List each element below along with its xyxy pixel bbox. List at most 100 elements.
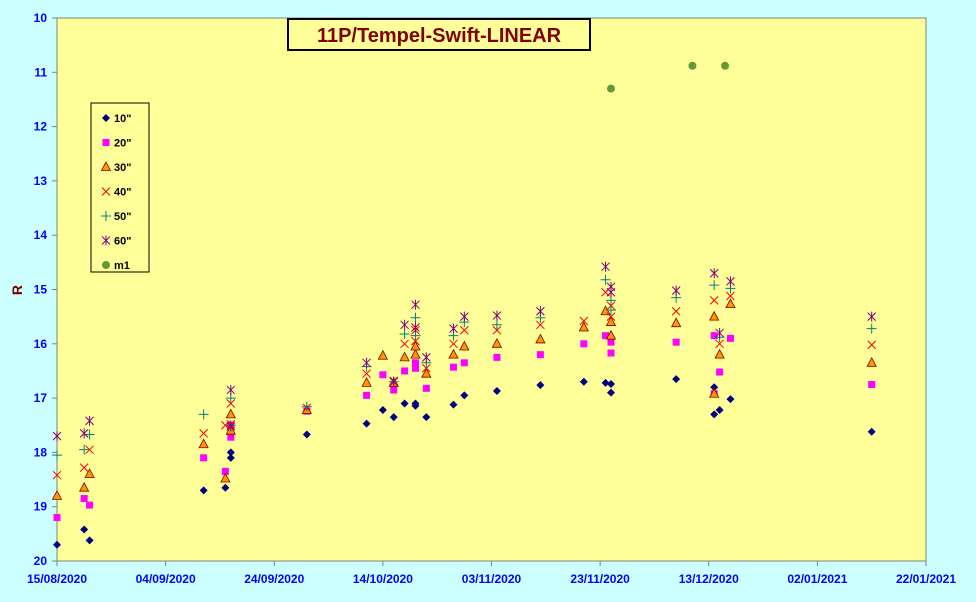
data-point [221, 467, 229, 475]
legend-entry: 20" [102, 138, 131, 150]
legend-box [90, 102, 150, 273]
data-point [460, 391, 469, 400]
data-point [709, 310, 720, 321]
data-point [379, 371, 387, 379]
legend-entry: m1 [102, 260, 130, 272]
data-point [493, 353, 501, 361]
data-point [226, 453, 235, 462]
data-point [709, 268, 719, 279]
y-tick-label: 19 [34, 500, 48, 514]
data-point [52, 450, 62, 461]
data-marks [51, 61, 877, 549]
legend-marker [101, 211, 111, 221]
plot-area [56, 17, 927, 562]
data-point [605, 329, 617, 340]
data-point [79, 428, 89, 439]
data-point [390, 386, 398, 394]
data-point [198, 409, 209, 420]
data-point [411, 322, 420, 333]
data-point [421, 367, 432, 378]
data-point [605, 316, 617, 326]
y-tick-label: 13 [34, 174, 48, 188]
data-point [606, 84, 615, 93]
data-point [672, 375, 681, 384]
data-point [536, 351, 544, 359]
data-point [410, 348, 421, 359]
data-point [84, 429, 95, 440]
data-point [714, 348, 725, 359]
data-point [459, 325, 469, 335]
data-point [377, 349, 389, 360]
data-point [491, 337, 503, 348]
data-point [867, 340, 877, 350]
data-point [86, 501, 94, 509]
data-point [221, 483, 230, 492]
data-point [400, 399, 409, 408]
legend-marker [101, 187, 111, 196]
y-tick-label: 11 [34, 65, 47, 79]
data-point [52, 431, 62, 442]
data-point [536, 320, 545, 330]
data-point [53, 514, 61, 522]
data-point [362, 357, 371, 368]
data-point [411, 299, 420, 310]
data-point [199, 429, 208, 438]
data-point [422, 413, 431, 422]
data-point [449, 400, 458, 409]
data-point [535, 333, 546, 344]
data-point [411, 336, 420, 346]
legend-label: 30" [114, 162, 131, 174]
data-point [220, 472, 231, 483]
y-tick-label: 12 [34, 120, 48, 134]
legend-entry: 50" [101, 211, 131, 223]
data-point [362, 369, 371, 379]
y-tick-label: 10 [34, 11, 48, 25]
data-point [78, 481, 90, 492]
y-tick-label: 16 [34, 337, 48, 351]
data-point [422, 384, 430, 392]
data-point [389, 413, 398, 422]
y-tick-label: 20 [34, 554, 48, 568]
data-point [492, 387, 501, 396]
data-point [84, 468, 95, 479]
data-point [602, 332, 610, 340]
data-point [459, 340, 470, 351]
y-tick-label: 15 [34, 283, 48, 297]
data-point [449, 339, 458, 349]
data-point [362, 419, 371, 428]
data-point [600, 274, 611, 285]
legend-marker [100, 161, 112, 171]
data-point [449, 363, 457, 371]
data-point [606, 312, 616, 322]
legend-entry: 60" [101, 235, 131, 248]
series-6 [606, 61, 730, 93]
data-point [709, 387, 720, 398]
legend-marker [102, 139, 110, 146]
data-point [301, 401, 312, 412]
data-point [460, 359, 468, 367]
legend-label: 20" [114, 138, 131, 150]
legend-label: 50" [114, 211, 131, 223]
data-point [448, 348, 459, 359]
data-point [411, 401, 420, 410]
x-tick-label: 14/10/2020 [353, 572, 413, 586]
axes: 10 11 12 13 14 15 16 17 18 19 20 15/08/2020 04/09/20… [27, 11, 956, 586]
data-point [710, 383, 719, 392]
data-point [671, 285, 681, 296]
data-point [399, 351, 410, 362]
data-point [389, 376, 399, 387]
legend-label: 40" [114, 187, 131, 199]
data-point [491, 319, 502, 330]
data-point [671, 306, 681, 316]
legend-entry: 40" [101, 187, 131, 199]
data-point [868, 381, 876, 389]
data-point [866, 356, 877, 367]
data-point [726, 395, 735, 404]
series-3 [52, 287, 877, 480]
data-point [672, 338, 680, 346]
legend-entry: 30" [100, 161, 131, 174]
legend-entry: 10" [102, 113, 131, 125]
data-point [715, 339, 724, 349]
data-point [492, 310, 502, 321]
data-point [226, 421, 236, 432]
